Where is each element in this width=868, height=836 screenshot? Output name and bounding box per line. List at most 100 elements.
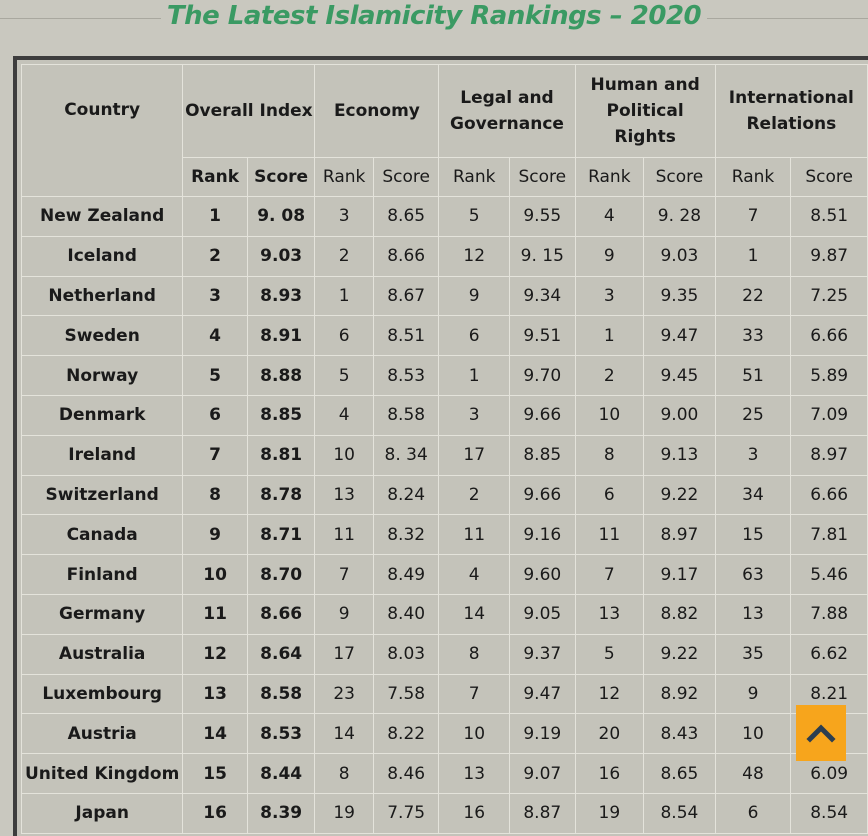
table-row: Denmark 6 8.85 4 8.58 3 9.66 10 9.00 25 7.09 bbox=[20, 394, 868, 436]
human-rank-cell: 6 bbox=[574, 474, 645, 516]
rankings-table-frame: Country Overall Index Economy Legal and … bbox=[13, 56, 868, 836]
human-rank-cell: 13 bbox=[574, 593, 645, 635]
international-rank-cell: 25 bbox=[714, 394, 792, 436]
header-economy: Economy bbox=[314, 64, 440, 158]
human-score-cell: 9.22 bbox=[643, 474, 716, 516]
header-international-rank: Rank bbox=[714, 157, 792, 197]
country-cell: Germany bbox=[20, 593, 184, 635]
international-rank-cell: 1 bbox=[714, 235, 792, 277]
legal-rank-cell: 9 bbox=[438, 275, 510, 317]
page-title-text: The Latest Islamicity Rankings – 2020 bbox=[160, 1, 708, 31]
legal-rank-cell: 3 bbox=[438, 394, 510, 436]
country-cell: Iceland bbox=[20, 235, 184, 277]
table-row: Austria 14 8.53 14 8.22 10 9.19 20 8.43 10 bbox=[20, 713, 868, 755]
international-score-cell: 6.66 bbox=[790, 315, 868, 357]
human-score-cell: 8.54 bbox=[643, 792, 716, 834]
legal-rank-cell: 6 bbox=[438, 315, 510, 357]
economy-score-cell: 8.58 bbox=[372, 394, 440, 436]
legal-score-cell: 9.07 bbox=[509, 753, 576, 794]
human-score-cell: 9.13 bbox=[643, 434, 716, 476]
international-rank-cell: 15 bbox=[714, 514, 792, 556]
legal-score-cell: 9.19 bbox=[509, 713, 576, 755]
chevron-up-icon bbox=[806, 724, 836, 743]
economy-rank-cell: 10 bbox=[314, 434, 374, 476]
scroll-to-top-button[interactable] bbox=[796, 705, 846, 761]
international-rank-cell: 10 bbox=[714, 713, 792, 755]
page-header: The Latest Islamicity Rankings – 2020 bbox=[0, 0, 868, 40]
legal-score-cell: 8.87 bbox=[509, 792, 576, 834]
human-rank-cell: 19 bbox=[574, 792, 645, 834]
overall-score-cell: 8.64 bbox=[246, 633, 316, 675]
economy-score-cell: 8.49 bbox=[372, 554, 440, 595]
overall-score-cell: 8.70 bbox=[246, 554, 316, 595]
economy-rank-cell: 9 bbox=[314, 593, 374, 635]
header-human-political-rights: Human and Political Rights bbox=[574, 64, 716, 158]
human-rank-cell: 12 bbox=[574, 673, 645, 715]
international-rank-cell: 22 bbox=[714, 275, 792, 317]
table-row: Luxembourg 13 8.58 23 7.58 7 9.47 12 8.92 9 8.21 bbox=[20, 673, 868, 715]
header-overall-rank: Rank bbox=[182, 157, 248, 197]
international-score-cell: 6.62 bbox=[790, 633, 868, 675]
legal-rank-cell: 11 bbox=[438, 514, 510, 556]
legal-rank-cell: 17 bbox=[438, 434, 510, 476]
economy-rank-cell: 5 bbox=[314, 355, 374, 396]
economy-score-cell: 8.22 bbox=[372, 713, 440, 755]
legal-score-cell: 9.16 bbox=[509, 514, 576, 556]
human-rank-cell: 7 bbox=[574, 554, 645, 595]
human-score-cell: 9.47 bbox=[643, 315, 716, 357]
economy-rank-cell: 4 bbox=[314, 394, 374, 436]
economy-score-cell: 8. 34 bbox=[372, 434, 440, 476]
international-score-cell: 7.81 bbox=[790, 514, 868, 556]
header-row-groups: Country Overall Index Economy Legal and … bbox=[20, 64, 868, 197]
table-row: Iceland 2 9.03 2 8.66 12 9. 15 9 9.03 1 9.87 bbox=[20, 235, 868, 277]
legal-score-cell: 9.47 bbox=[509, 673, 576, 715]
overall-rank-cell: 5 bbox=[182, 355, 248, 396]
overall-rank-cell: 13 bbox=[182, 673, 248, 715]
international-rank-cell: 6 bbox=[714, 792, 792, 834]
human-score-cell: 8.97 bbox=[643, 514, 716, 556]
table-row: Netherland 3 8.93 1 8.67 9 9.34 3 9.35 22 7.25 bbox=[20, 275, 868, 317]
table-row: Switzerland 8 8.78 13 8.24 2 9.66 6 9.22 34 6.66 bbox=[20, 474, 868, 516]
overall-score-cell: 9. 08 bbox=[246, 196, 316, 237]
overall-score-cell: 8.78 bbox=[246, 474, 316, 516]
human-rank-cell: 10 bbox=[574, 394, 645, 436]
human-score-cell: 9.03 bbox=[643, 235, 716, 277]
legal-rank-cell: 2 bbox=[438, 474, 510, 516]
economy-rank-cell: 1 bbox=[314, 275, 374, 317]
legal-rank-cell: 1 bbox=[438, 355, 510, 396]
header-overall-score: Score bbox=[246, 157, 316, 197]
human-score-cell: 9.17 bbox=[643, 554, 716, 595]
legal-rank-cell: 7 bbox=[438, 673, 510, 715]
legal-rank-cell: 4 bbox=[438, 554, 510, 595]
country-cell: Australia bbox=[20, 633, 184, 675]
overall-rank-cell: 1 bbox=[182, 196, 248, 237]
legal-score-cell: 9.51 bbox=[509, 315, 576, 357]
header-economy-rank: Rank bbox=[314, 157, 374, 197]
economy-score-cell: 8.40 bbox=[372, 593, 440, 635]
human-rank-cell: 4 bbox=[574, 196, 645, 237]
legal-rank-cell: 5 bbox=[438, 196, 510, 237]
overall-score-cell: 8.91 bbox=[246, 315, 316, 357]
international-rank-cell: 51 bbox=[714, 355, 792, 396]
legal-rank-cell: 12 bbox=[438, 235, 510, 277]
international-score-cell: 5.89 bbox=[790, 355, 868, 396]
table-row: Germany 11 8.66 9 8.40 14 9.05 13 8.82 13 7.88 bbox=[20, 593, 868, 635]
overall-score-cell: 8.53 bbox=[246, 713, 316, 755]
human-rank-cell: 9 bbox=[574, 235, 645, 277]
overall-score-cell: 8.93 bbox=[246, 275, 316, 317]
international-rank-cell: 7 bbox=[714, 196, 792, 237]
human-rank-cell: 5 bbox=[574, 633, 645, 675]
economy-rank-cell: 3 bbox=[314, 196, 374, 237]
international-score-cell: 7.25 bbox=[790, 275, 868, 317]
legal-score-cell: 8.85 bbox=[509, 434, 576, 476]
overall-rank-cell: 14 bbox=[182, 713, 248, 755]
human-score-cell: 8.43 bbox=[643, 713, 716, 755]
international-rank-cell: 13 bbox=[714, 593, 792, 635]
economy-score-cell: 8.66 bbox=[372, 235, 440, 277]
header-legal-governance: Legal and Governance bbox=[438, 64, 576, 158]
table-row: Norway 5 8.88 5 8.53 1 9.70 2 9.45 51 5.89 bbox=[20, 355, 868, 396]
legal-rank-cell: 10 bbox=[438, 713, 510, 755]
overall-rank-cell: 4 bbox=[182, 315, 248, 357]
international-rank-cell: 63 bbox=[714, 554, 792, 595]
header-international-relations: International Relations bbox=[714, 64, 868, 158]
